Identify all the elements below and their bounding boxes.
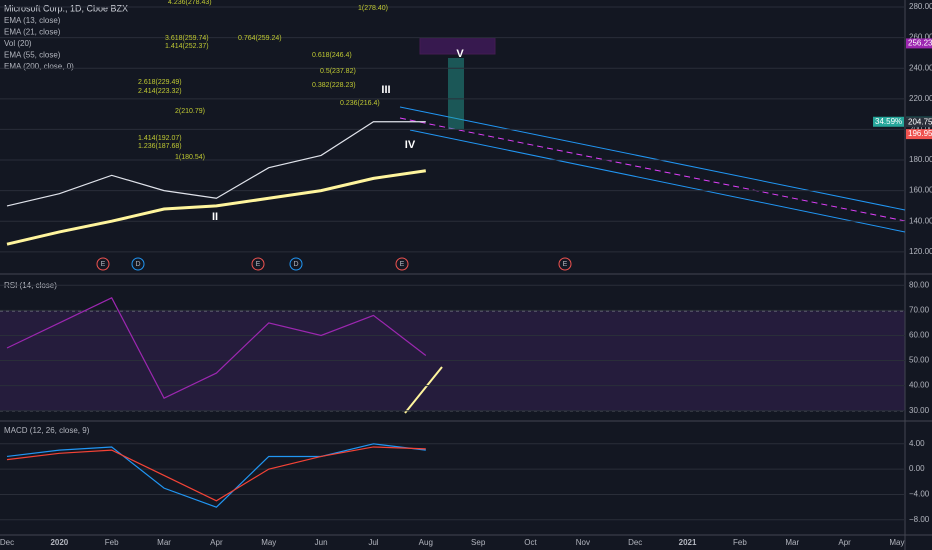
x-tick-label: Nov [576, 538, 590, 547]
event-label: D [135, 261, 140, 268]
x-tick-label: Dec [0, 538, 14, 547]
event-marker [395, 257, 409, 271]
y-tick-label: 160.00 [909, 186, 932, 195]
y-tick-label: 220.00 [909, 94, 932, 103]
x-tick-label: Mar [785, 538, 799, 547]
event-label: E [400, 261, 405, 268]
fib-label: 0.618(246.4) [312, 52, 352, 59]
projection-box [448, 58, 464, 130]
fib-label: 2(210.79) [175, 108, 205, 115]
y-tick-label: 60.00 [909, 331, 930, 340]
fib-label: 1(180.54) [175, 154, 205, 161]
y-tick-label: 40.00 [909, 381, 930, 390]
series-line [6, 443, 426, 508]
y-tick-label: −4.00 [909, 490, 930, 499]
price-label-bg [906, 38, 932, 49]
event-marker [289, 257, 303, 271]
wave-label: II [212, 211, 218, 223]
event-label: E [563, 261, 568, 268]
change-label-bg [873, 116, 904, 127]
event-marker [251, 257, 265, 271]
y-tick-label: 200.00 [909, 125, 932, 134]
event-marker [131, 257, 145, 271]
macd-title: MACD (12, 26, close, 9) [4, 426, 90, 435]
channel-mid [399, 117, 906, 222]
price-label-bg [906, 117, 932, 128]
x-tick-label: Jun [315, 538, 328, 547]
symbol-title: Microsoft Corp., 1D, Cboe BZX [4, 3, 128, 13]
change-label: 34.59% [875, 117, 902, 126]
fib-label: 1(278.40) [358, 5, 388, 12]
x-tick-label: Apr [838, 538, 851, 547]
fib-label: 3.618(259.74) [165, 35, 209, 42]
fib-label: 2.414(223.32) [138, 88, 182, 95]
event-label: D [293, 261, 298, 268]
x-tick-label: Feb [733, 538, 747, 547]
series-line [6, 446, 426, 502]
fib-label: 2.618(229.49) [138, 79, 182, 86]
legend-entry: EMA (55, close) [4, 51, 61, 60]
wave-label: III [381, 84, 390, 96]
y-tick-label: −8.00 [909, 515, 930, 524]
fib-label: 4.236(278.43) [168, 0, 212, 6]
channel-bottom [409, 129, 906, 233]
y-tick-label: 140.00 [909, 216, 932, 225]
event-marker [558, 257, 572, 271]
legend-entry: EMA (200, close, 0) [4, 62, 74, 71]
y-tick-label: 280.00 [909, 2, 932, 11]
x-tick-label: May [889, 538, 904, 547]
price-label: 256.23 [908, 39, 932, 48]
fib-label: 0.5(237.82) [320, 68, 356, 75]
x-tick-label: Jul [368, 538, 378, 547]
x-tick-label: Dec [628, 538, 642, 547]
x-tick-label: Oct [524, 538, 537, 547]
price-label-bg [906, 129, 932, 140]
y-tick-label: 0.00 [909, 464, 925, 473]
legend-entry: Vol (20) [4, 39, 32, 48]
fib-label: 0.764(259.24) [238, 35, 282, 42]
x-tick-label: 2021 [679, 538, 697, 547]
trend-line [404, 366, 443, 414]
x-tick-label: Sep [471, 538, 486, 547]
event-label: E [256, 261, 261, 268]
fib-label: 0.382(228.23) [312, 82, 356, 89]
x-tick-label: Apr [210, 538, 223, 547]
x-tick-label: May [261, 538, 276, 547]
x-tick-label: Mar [157, 538, 171, 547]
y-tick-label: 180.00 [909, 155, 932, 164]
y-tick-label: 120.00 [909, 247, 932, 256]
event-label: E [101, 261, 106, 268]
legend-entry: EMA (21, close) [4, 28, 61, 37]
fib-label: 0.236(216.4) [340, 100, 380, 107]
y-tick-label: 260.00 [909, 33, 932, 42]
channel-top [399, 106, 906, 211]
y-tick-label: 240.00 [909, 63, 932, 72]
series-line [6, 121, 426, 207]
fib-label: 1.414(252.37) [165, 43, 209, 50]
series-line [6, 297, 427, 399]
event-marker [96, 257, 110, 271]
y-tick-label: 70.00 [909, 305, 930, 314]
x-tick-label: Aug [419, 538, 433, 547]
x-tick-label: 2020 [50, 538, 68, 547]
wave-label: V [456, 48, 464, 60]
y-tick-label: 4.00 [909, 439, 925, 448]
fib-label: 1.236(187.68) [138, 143, 182, 150]
y-tick-label: 30.00 [909, 406, 930, 415]
wave-label: IV [405, 139, 416, 151]
x-tick-label: Feb [105, 538, 119, 547]
price-label: 196.95 [908, 129, 932, 138]
fib-label: 1.414(192.07) [138, 135, 182, 142]
y-tick-label: 50.00 [909, 356, 930, 365]
y-tick-label: 80.00 [909, 280, 930, 289]
legend-entry: EMA (13, close) [4, 16, 61, 25]
price-label: 204.75 [908, 117, 932, 126]
series-line [6, 169, 427, 246]
